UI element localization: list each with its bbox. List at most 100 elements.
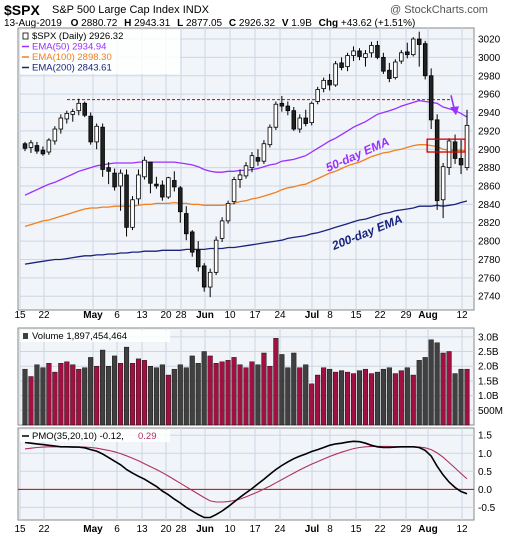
candle-down [40,149,46,155]
legend-candle-marker [22,32,29,40]
candle-down [416,38,422,45]
volume-bar [171,368,177,426]
volume-bar [82,367,88,426]
candle-up [273,103,279,128]
volume-bar [225,360,231,426]
candle-up [130,199,135,228]
volume-bar [333,371,339,426]
x-axis-label-mid: May [83,310,103,321]
volume-bar [165,374,171,426]
change-label: Chg [318,18,339,29]
pmo-line [24,440,468,519]
candle-up [249,155,255,169]
candle-down [327,79,332,86]
x-axis-label-mid: Jul [305,310,320,321]
candle-down [339,62,344,68]
candle-down [303,117,308,124]
x-axis-label-mid: 20 [160,310,172,321]
x-axis-label-mid: 22 [374,310,386,321]
price-y-tick-label: 2960 [478,90,501,101]
candle-up [243,165,249,177]
candle-up [369,45,374,54]
volume-bar [428,339,434,426]
candle-up [464,124,470,169]
ema100-legend: EMA(100) 2898.30 [32,52,112,63]
candle-up [219,220,225,239]
volume-bar [159,364,165,426]
candle-down [112,172,117,188]
pmo-y-tick-label: 0.5 [478,467,492,478]
volume-y-tick-label: 2.5B [478,347,499,358]
volume-bar [201,351,207,426]
candle-up [333,63,338,86]
volume-bar [124,346,130,426]
candle-up [94,125,99,143]
x-axis-label-bottom: 28 [175,524,187,535]
x-axis-label-bottom: 22 [38,524,50,535]
volume-bar [195,363,201,426]
volume-bar [362,368,368,426]
x-axis-label-mid: 28 [175,310,187,321]
volume-bar [291,352,297,426]
volume-bar [255,364,261,426]
candle-up [321,79,326,90]
candle-up [64,113,70,120]
price-y-tick-label: 3020 [478,35,501,46]
x-axis-label-mid: 12 [456,310,468,321]
pmo-y-tick-label: 1.0 [478,449,492,460]
volume-bar [153,367,159,426]
legend-bg [20,30,180,74]
price-y-tick-label: 2780 [478,255,501,266]
open-label: O [70,18,79,29]
volume-bar [339,370,345,426]
open-value: 2880.72 [81,18,118,29]
pmo-legend-bg [20,430,170,442]
close-label: C [228,18,237,29]
candle-down [458,158,464,166]
x-axis-label-bottom: Jul [305,524,320,535]
index-name: S&P 500 Large Cap Index INDX [52,4,209,16]
price-y-tick-label: 2900 [478,145,501,156]
x-axis-label-mid: Aug [418,310,437,321]
ema50-legend: EMA(50) 2934.94 [32,42,106,53]
volume-bar [22,368,28,426]
candle-down [34,145,40,152]
candle-up [142,159,147,178]
spx-legend: $SPX (Daily) 2926.32 [32,31,123,42]
volume-bar [434,342,440,426]
candle-down [255,157,261,162]
x-axis-label-mid: 29 [400,310,412,321]
candle-up [52,128,58,142]
x-axis-label-bottom: 15 [350,524,362,535]
candle-up [446,140,452,169]
volume-bar [398,370,404,426]
x-axis-label-bottom: 22 [374,524,386,535]
x-axis-label-mid: Jun [196,310,214,321]
pmo-legend: PMO(35,20,10) -0.12, [32,431,124,442]
candle-down [387,69,392,79]
price-y-tick-label: 2880 [478,163,501,174]
volume-bar [70,364,76,426]
candle-up [261,143,267,162]
x-axis-label-bottom: 17 [249,524,261,535]
gap-highlight-box [426,138,466,153]
volume-legend-marker [23,333,28,339]
volume-bar [88,357,94,426]
volume-bar [345,371,351,426]
candle-up [363,53,368,58]
volume-y-tick-label: 3.0B [478,332,499,343]
x-axis-label-bottom: 24 [274,524,286,535]
pmo-signal-legend: 0.29 [138,431,157,442]
volume-bar [356,370,363,426]
candle-up [309,102,314,124]
x-axis-label-mid: 6 [114,310,120,321]
candle-down [82,102,87,116]
volume-bar [452,373,458,426]
x-axis-label-mid: 13 [136,310,148,321]
x-axis-label-mid: 15 [14,310,26,321]
candle-up [136,174,141,200]
volume-bar [458,368,464,426]
volume-value: 1.9B [291,18,312,29]
volume-bar [386,367,392,426]
volume-bar [392,373,398,426]
